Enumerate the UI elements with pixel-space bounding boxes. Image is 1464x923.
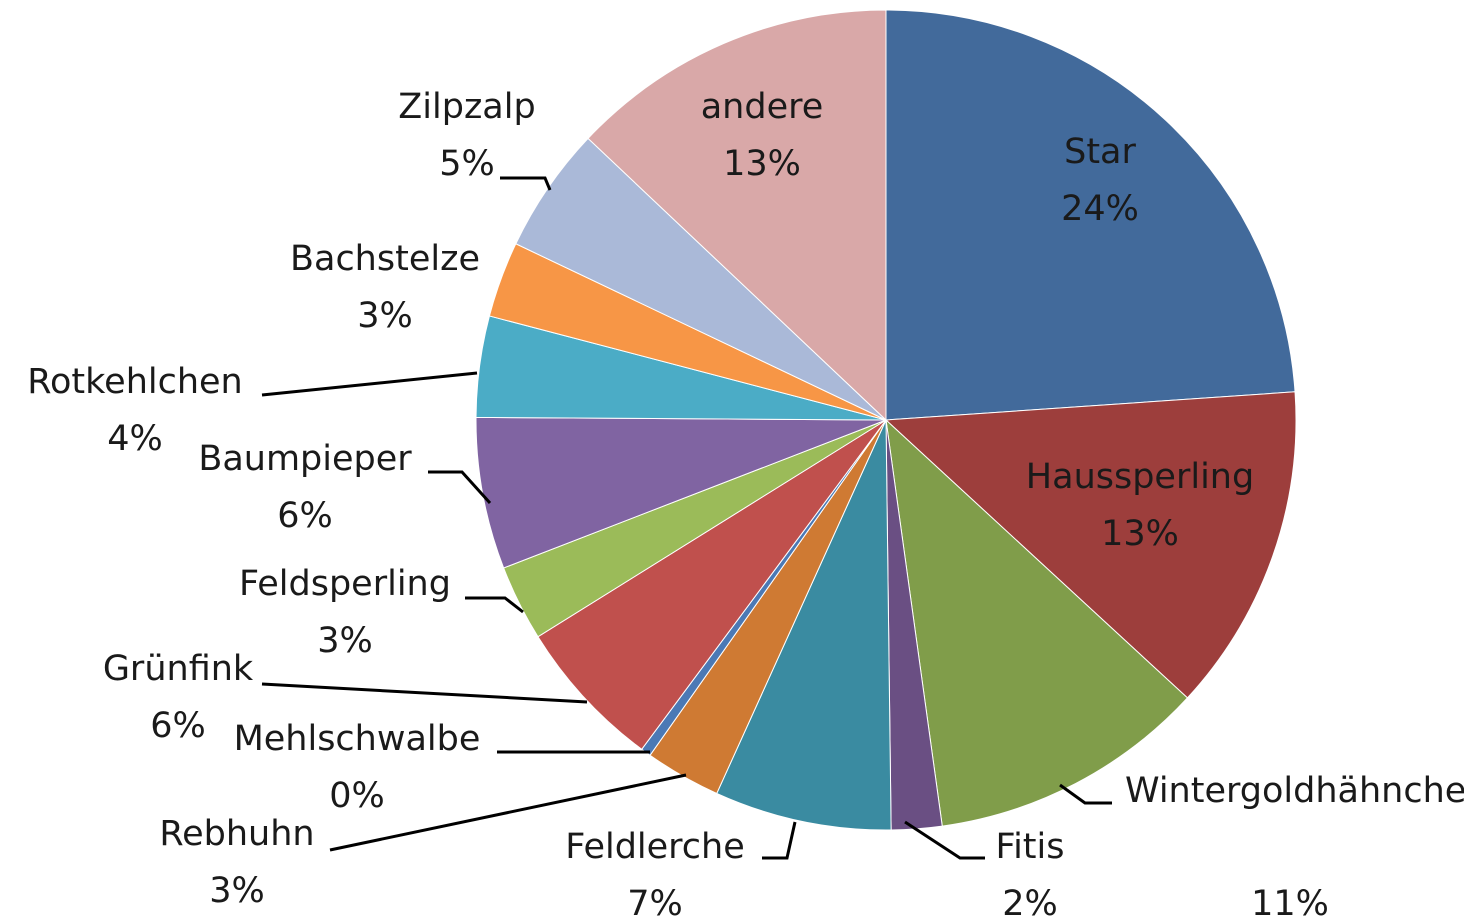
pie-slice [885, 9, 1296, 421]
slice-label: Feldlerche [565, 827, 745, 867]
leader-line [261, 682, 588, 704]
leader-line [428, 470, 492, 505]
slice-label: Wintergoldhähnchen [1125, 771, 1464, 811]
slice-value-label: 3% [209, 871, 265, 911]
slice-label: andere [701, 87, 824, 127]
slice-label: Zilpzalp [398, 87, 535, 127]
leader-line [762, 821, 797, 860]
slice-label: Rebhuhn [159, 814, 314, 854]
pie-slice [587, 9, 887, 422]
slice-value-label: 11% [1251, 884, 1329, 923]
leader-line [261, 371, 478, 397]
slice-value-label: 24% [1061, 189, 1139, 229]
slice-label: Rotkehlchen [27, 362, 243, 402]
slice-value-label: 13% [723, 144, 801, 184]
slice-value-label: 6% [150, 706, 206, 746]
slice-value-label: 3% [317, 621, 373, 661]
slice-label: Feldsperling [239, 564, 451, 604]
leader-line [465, 596, 524, 614]
slice-value-label: 7% [627, 884, 683, 923]
slice-value-label: 6% [277, 496, 333, 536]
slice-value-label: 13% [1101, 514, 1179, 554]
slice-label: Grünfink [103, 649, 254, 689]
slice-value-label: 0% [329, 776, 385, 816]
leader-line [1059, 783, 1112, 805]
slice-value-label: 4% [107, 419, 163, 459]
slice-label: Baumpieper [198, 439, 412, 479]
slice-value-label: 5% [439, 144, 495, 184]
pie-slice [537, 419, 887, 750]
leader-line [904, 820, 985, 860]
leader-line [329, 773, 687, 852]
slice-label: Haussperling [1026, 457, 1254, 497]
slice-label: Star [1064, 132, 1136, 172]
slice-label: Bachstelze [290, 239, 480, 279]
pie-slice [716, 419, 892, 831]
slice-label: Mehlschwalbe [234, 719, 481, 759]
slice-value-label: 2% [1002, 884, 1058, 923]
pie-slice [884, 391, 1297, 699]
leader-line [500, 176, 552, 191]
pie-slice [885, 418, 1189, 827]
slice-value-label: 3% [357, 296, 413, 336]
slice-label: Fitis [996, 827, 1065, 867]
